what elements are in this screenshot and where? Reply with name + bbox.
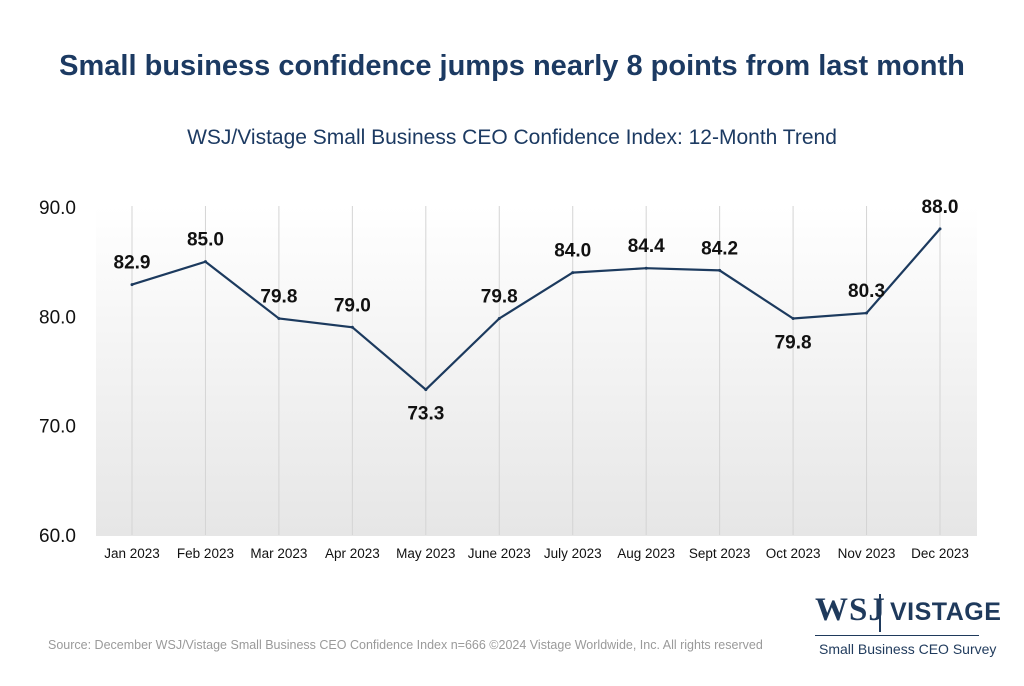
data-point [644, 266, 648, 270]
x-tick-label: Dec 2023 [911, 546, 969, 561]
chart-headline: Small business confidence jumps nearly 8… [59, 50, 965, 82]
data-point [938, 227, 942, 231]
data-label: 85.0 [187, 230, 224, 251]
plot-area-background [96, 206, 977, 536]
x-tick-label: May 2023 [396, 546, 455, 561]
data-point [277, 317, 281, 321]
grid-layer [131, 206, 941, 535]
data-label: 80.3 [848, 281, 885, 302]
source-note: Source: December WSJ/Vistage Small Busin… [48, 638, 763, 652]
series-layer [130, 227, 942, 392]
data-point [791, 317, 795, 321]
data-label: 79.0 [334, 295, 371, 316]
data-point [718, 268, 722, 272]
y-tick-label: 60.0 [39, 526, 76, 547]
x-tick-label: Oct 2023 [766, 546, 821, 561]
axis-layer: 60.0 70.0 80.0 90.0 Jan 2023 Feb 2023 Mar 2023… [39, 198, 969, 561]
data-point [497, 317, 501, 321]
x-tick-label: Sept 2023 [689, 546, 751, 561]
y-tick-label: 80.0 [39, 307, 76, 328]
logo-wsj-text: WSJ [815, 592, 886, 628]
data-point [571, 271, 575, 275]
logo-divider [879, 594, 881, 632]
wsj-vistage-logo: WSJ VISTAGE Small Business CEO Survey [813, 592, 1001, 662]
logo-tagline: Small Business CEO Survey [819, 641, 997, 657]
data-point [203, 260, 207, 264]
x-tick-label: Nov 2023 [838, 546, 896, 561]
logo-rule [815, 635, 979, 636]
x-tick-label: Mar 2023 [250, 546, 307, 561]
y-tick-label: 90.0 [39, 198, 76, 219]
data-label: 84.4 [628, 236, 665, 257]
data-point [130, 283, 134, 287]
data-point [350, 325, 354, 329]
data-label: 73.3 [407, 404, 444, 425]
chart-title: WSJ/Vistage Small Business CEO Confidenc… [187, 126, 837, 149]
y-tick-label: 70.0 [39, 417, 76, 438]
data-label: 79.8 [775, 333, 812, 354]
x-tick-label: June 2023 [468, 546, 531, 561]
x-tick-label: Aug 2023 [617, 546, 675, 561]
data-label-layer: 82.9 85.0 79.8 79.0 73.3 79.8 84.0 84.4 84.2 79.8… [114, 197, 959, 425]
x-tick-label: July 2023 [544, 546, 602, 561]
logo-vistage-text: VISTAGE [890, 598, 1002, 626]
series-line [131, 228, 941, 392]
data-label: 79.8 [260, 287, 297, 308]
line-chart: 60.0 70.0 80.0 90.0 Jan 2023 Feb 2023 Mar 2023… [39, 197, 977, 561]
data-label: 84.0 [554, 241, 591, 262]
data-point [865, 311, 869, 315]
data-point [424, 388, 428, 392]
x-tick-label: Apr 2023 [325, 546, 380, 561]
x-tick-label: Jan 2023 [104, 546, 160, 561]
data-label: 84.2 [701, 238, 738, 259]
x-tick-label: Feb 2023 [177, 546, 234, 561]
data-label: 82.9 [114, 253, 151, 274]
data-label: 88.0 [922, 197, 959, 218]
data-label: 79.8 [481, 287, 518, 308]
